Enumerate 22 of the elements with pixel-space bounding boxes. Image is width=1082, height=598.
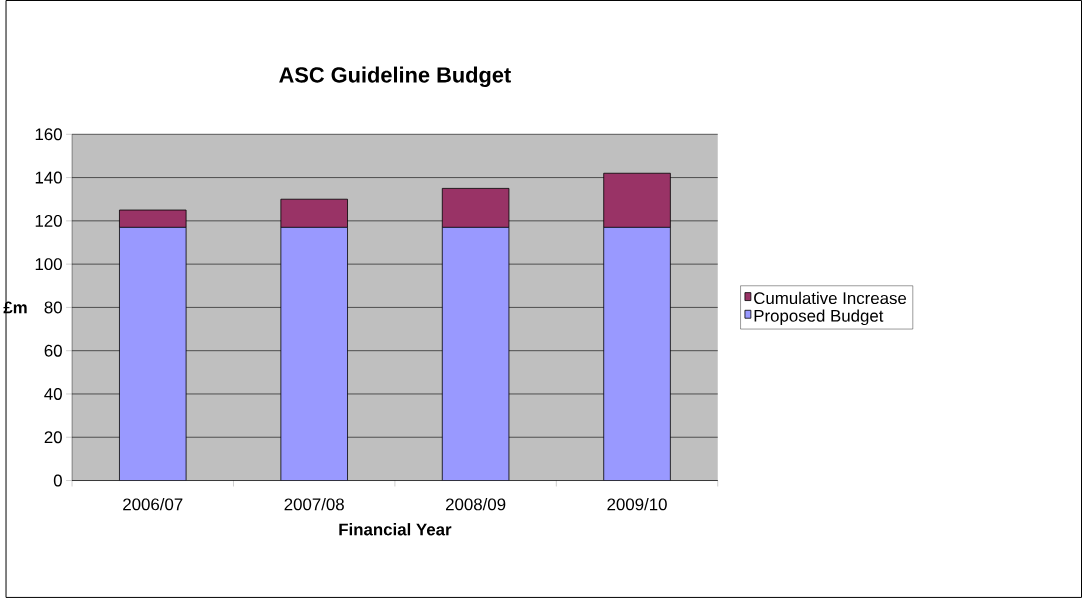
y-tick-label: 0: [53, 474, 62, 487]
chart-title: ASC Guideline Budget: [279, 66, 511, 88]
legend-label: Cumulative Increase: [754, 291, 907, 305]
x-tick-label: 2009/10: [607, 497, 667, 511]
x-axis-title: Financial Year: [339, 523, 452, 536]
x-tick-label: 2008/09: [446, 497, 506, 511]
y-tick-label: 80: [44, 301, 62, 314]
y-tick-label: 20: [44, 431, 62, 444]
y-tick-label: 100: [35, 258, 62, 271]
y-tick-label: 40: [44, 388, 62, 400]
x-tick-label: 2007/08: [284, 497, 344, 511]
bar: [280, 226, 348, 481]
y-tick-label: 120: [35, 214, 62, 227]
y-tick-label: 60: [44, 344, 62, 357]
bar: [603, 226, 671, 481]
y-tick-label: 160: [35, 128, 62, 141]
y-axis-title: £m: [3, 301, 27, 314]
y-tick-label: 140: [35, 171, 62, 184]
legend-label: Proposed Budget: [754, 309, 884, 326]
x-tick-label: 2006/07: [123, 497, 183, 511]
bar: [441, 226, 510, 481]
bar: [119, 226, 187, 481]
